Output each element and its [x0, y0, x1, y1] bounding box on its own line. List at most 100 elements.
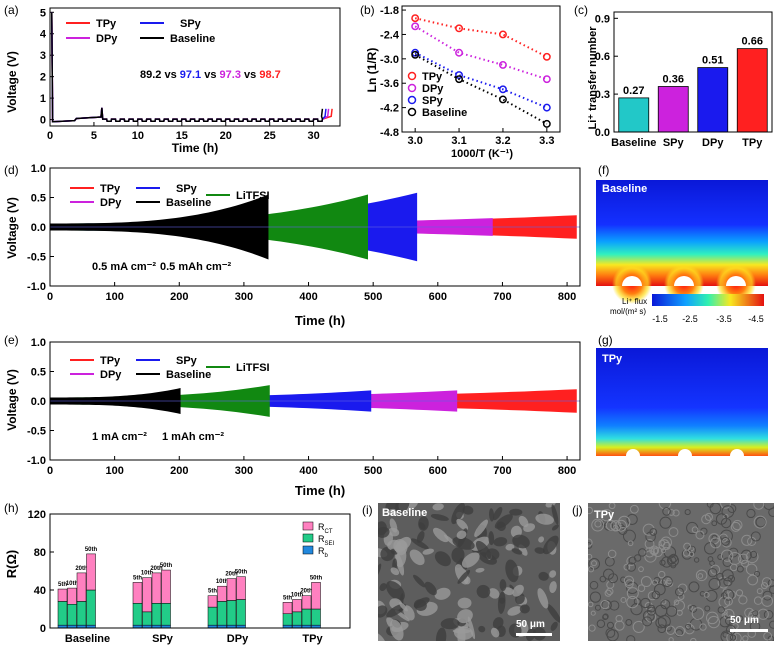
b-y-tick-label: -4.8: [380, 127, 399, 139]
sem-grain: [493, 537, 508, 547]
b-point-spy: [542, 103, 551, 112]
b-point-tpy: [498, 30, 507, 39]
b-fit-line-tpy: [414, 17, 548, 58]
sem-grain: [640, 597, 651, 609]
g-dendrite-1: [626, 449, 640, 456]
h-bar-segment: [142, 577, 152, 613]
b-y-tick-label: -3.6: [380, 78, 399, 90]
sem-grain: [658, 539, 670, 551]
sem-grain: [704, 542, 717, 555]
colorbar: [652, 294, 764, 306]
sem-grain: [658, 503, 672, 510]
x-tick-label: 500: [364, 291, 382, 303]
panel-d: (d) Voltage (V) 0 100 200 300 400 500 600 700 80…: [4, 163, 581, 328]
sem-grain: [720, 517, 732, 529]
b-fit-line-spy: [414, 51, 548, 109]
panel-label-j: (j): [572, 503, 583, 517]
h-bar-segment: [76, 601, 87, 626]
sem-grain: [721, 569, 734, 582]
c-frame: [613, 11, 773, 133]
h-bar-segment: [292, 611, 302, 626]
sem-grain: [756, 588, 763, 595]
sem-grain: [753, 503, 765, 510]
sem-grain: [646, 606, 657, 616]
sem-grain: [454, 564, 469, 585]
sem-grain: [409, 549, 425, 566]
sem-grain: [716, 572, 724, 581]
sem-grain: [596, 619, 606, 628]
sem-grain: [430, 513, 449, 521]
sem-grain: [620, 576, 627, 583]
colorbar-tick: -3.5: [716, 314, 732, 324]
sem-grain: [519, 604, 530, 614]
sem-grain: [626, 562, 637, 572]
sem-grain: [629, 504, 639, 514]
sem-grain: [605, 628, 616, 638]
sem-grain: [589, 591, 602, 603]
sem-grain: [542, 535, 559, 555]
sem-grain: [674, 587, 684, 597]
sem-grain: [691, 526, 699, 534]
sem-grain: [590, 610, 596, 616]
e-legend-litfsi: LiTFSI: [236, 362, 270, 374]
x-tick-label: 400: [299, 465, 317, 477]
sem-grain: [475, 567, 485, 573]
d-note-capacity: 0.5 mAh cm⁻²: [160, 261, 232, 273]
sem-grain: [661, 556, 673, 568]
sem-grain: [550, 621, 558, 631]
b-legend-label: Baseline: [422, 107, 467, 119]
sem-grain: [738, 595, 748, 605]
sem-grain: [715, 513, 728, 525]
f-dendrite-2: [674, 276, 694, 286]
h-y-tick-label: 40: [34, 585, 46, 597]
c-bar-dpy: [697, 67, 729, 133]
b-legend-marker: [407, 71, 417, 81]
h-cycle-label: 20th: [300, 589, 313, 595]
a-x-tick-label: 20: [220, 130, 232, 142]
h-frame: [49, 513, 351, 629]
y-tick-label: 0.5: [31, 367, 46, 379]
e-note-capacity: 1 mAh cm⁻²: [162, 431, 224, 443]
b-y-tick-label: -4.2: [380, 103, 399, 115]
sem-grain: [684, 508, 691, 516]
panel-label-d: (d): [4, 163, 19, 177]
x-tick-label: 800: [558, 291, 576, 303]
sem-grain: [709, 560, 715, 567]
sem-image-j: TPy 50 μm: [588, 503, 774, 641]
sem-grain: [660, 536, 672, 549]
sem-grain: [697, 573, 704, 579]
sem-grain: [395, 503, 410, 514]
sem-grain: [606, 580, 615, 589]
h-cycle-label: 10th: [66, 581, 79, 587]
b-x-tick-label: 3.1: [451, 135, 466, 147]
y-tick-label: 1.0: [31, 337, 46, 349]
e-legend-baseline: Baseline: [166, 369, 211, 381]
d-xlabel: Time (h): [295, 313, 345, 328]
h-bar-segment: [226, 600, 237, 626]
sem-grain: [638, 548, 647, 557]
sem-grain: [388, 508, 398, 516]
sem-grain: [609, 600, 620, 611]
sem-grain: [378, 563, 382, 577]
sem-i-scale: 50 μm: [516, 619, 545, 630]
sem-grain: [476, 584, 491, 599]
x-tick-label: 400: [299, 291, 317, 303]
sem-grain: [768, 507, 774, 517]
sem-grain: [761, 595, 774, 607]
sem-grain: [720, 549, 734, 562]
h-cycle-label: 10th: [216, 579, 229, 585]
sem-grain: [461, 552, 480, 568]
sem-grain: [511, 548, 523, 555]
sem-grain: [617, 515, 631, 529]
panel-label-e: (e): [4, 333, 19, 347]
sem-grain: [676, 609, 683, 616]
sem-grain: [398, 602, 408, 612]
b-point-baseline: [411, 50, 420, 59]
sem-grain: [718, 596, 731, 608]
b-y-tick-label: -3.0: [380, 54, 399, 66]
sem-grain: [432, 503, 444, 511]
b-xlabel: 1000/T (K⁻¹): [451, 148, 513, 160]
sem-grain: [677, 593, 685, 600]
sem-grain: [416, 530, 425, 544]
sem-grain: [729, 634, 737, 641]
